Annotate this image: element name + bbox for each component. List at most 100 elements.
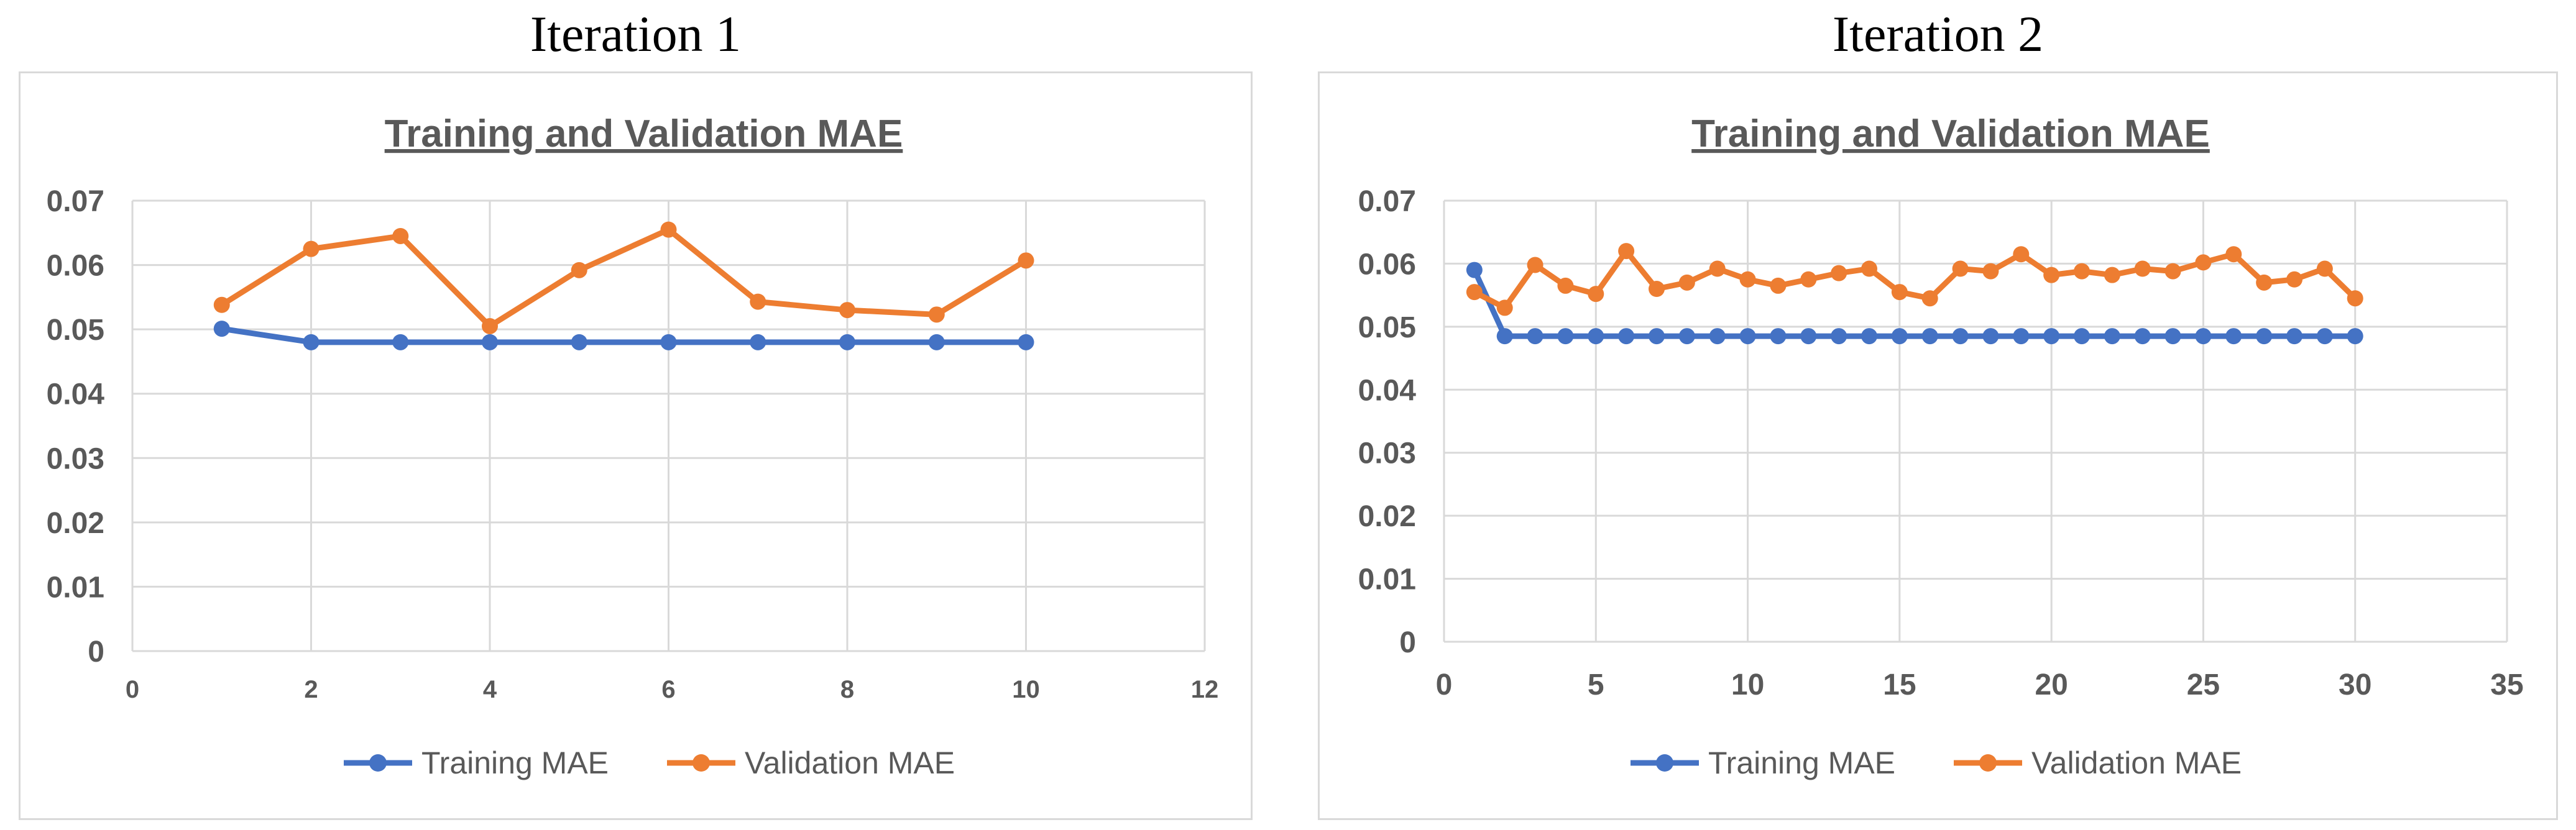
- iteration-2-title: Iteration 2: [1832, 6, 2044, 62]
- validation-mae-point: [2134, 260, 2151, 277]
- training-mae-point: [1770, 328, 1787, 345]
- training-mae-point: [928, 334, 945, 350]
- training-mae-point: [1921, 328, 1938, 345]
- legend-training-marker: [1656, 754, 1673, 772]
- training-mae-point: [482, 334, 498, 350]
- training-mae-point: [1800, 328, 1817, 345]
- y-tick-label: 0.07: [47, 185, 104, 218]
- x-tick-label: 6: [661, 676, 675, 703]
- legend-training-marker: [369, 754, 387, 772]
- training-mae-point: [1466, 262, 1483, 278]
- training-mae-point: [1527, 328, 1543, 345]
- x-tick-label: 30: [2339, 668, 2371, 701]
- training-mae-point: [2043, 328, 2060, 345]
- x-tick-label: 25: [2187, 668, 2220, 701]
- training-mae-point: [660, 334, 677, 350]
- validation-mae-point: [2164, 263, 2181, 280]
- validation-mae-point: [2074, 263, 2090, 280]
- validation-mae-line: [220, 227, 1028, 329]
- training-mae-point: [2195, 328, 2212, 345]
- training-mae-point: [213, 321, 230, 337]
- validation-mae-point: [1709, 260, 1726, 277]
- y-tick-label: 0.03: [47, 442, 104, 475]
- training-mae-point: [1496, 328, 1513, 345]
- y-tick-label: 0.04: [47, 378, 105, 411]
- validation-mae-point: [750, 293, 766, 310]
- validation-mae-point: [1891, 284, 1908, 301]
- validation-mae-point: [839, 302, 855, 319]
- validation-mae-point: [2256, 274, 2273, 291]
- legend-validation-label: Validation MAE: [745, 746, 955, 780]
- chart-panel-iteration-1: Training and Validation MAE 0 0.01 0.02 0.03…: [19, 71, 1253, 820]
- validation-mae-point: [2195, 254, 2212, 271]
- validation-mae-point: [1618, 243, 1635, 260]
- training-mae-point: [1831, 328, 1847, 345]
- training-mae-point: [2286, 328, 2302, 345]
- y-tick-label: 0.01: [47, 571, 104, 604]
- validation-mae-point: [1770, 277, 1787, 294]
- validation-mae-point: [1678, 274, 1695, 291]
- training-mae-line: [221, 326, 1026, 345]
- validation-mae-point: [1649, 281, 1665, 297]
- y-tick-label: 0.02: [47, 507, 104, 540]
- chart-iteration-1: Training and Validation MAE 0 0.01 0.02 0.03…: [47, 112, 1219, 780]
- training-mae-point: [2104, 328, 2120, 345]
- legend-training-label: Training MAE: [1708, 746, 1895, 780]
- training-mae-point: [1709, 328, 1726, 345]
- validation-mae-point: [1018, 252, 1034, 269]
- validation-mae-point: [1952, 260, 1969, 277]
- x-tick-label: 2: [304, 676, 318, 703]
- training-mae-point: [2316, 328, 2333, 345]
- y-tick-label: 0: [88, 636, 104, 668]
- chart-title: Training and Validation MAE: [385, 112, 903, 155]
- validation-mae-point: [2043, 267, 2060, 283]
- x-tick-label: 4: [483, 676, 497, 703]
- training-mae-point: [1649, 328, 1665, 345]
- training-mae-point: [750, 334, 766, 350]
- x-tick-label: 15: [1883, 668, 1916, 701]
- x-tick-label: 10: [1012, 676, 1040, 703]
- training-mae-point: [2074, 328, 2090, 345]
- iteration-1-title: Iteration 1: [530, 6, 742, 62]
- y-tick-label: 0.01: [1358, 563, 1416, 596]
- validation-mae-point: [1800, 271, 1817, 288]
- validation-mae-point: [1982, 263, 1999, 280]
- x-tick-label: 0: [126, 676, 139, 703]
- validation-mae-point: [1861, 260, 1877, 277]
- validation-mae-point: [928, 306, 945, 323]
- validation-mae-point: [482, 317, 498, 334]
- validation-mae-point: [1921, 290, 1938, 307]
- validation-mae-point: [1739, 271, 1756, 288]
- y-tick-label: 0.06: [47, 250, 104, 283]
- validation-mae-point: [2104, 267, 2120, 283]
- validation-mae-point: [2013, 246, 2030, 263]
- chart-title: Training and Validation MAE: [1691, 112, 2210, 155]
- validation-mae-point: [1557, 277, 1574, 294]
- training-mae-point: [839, 334, 855, 350]
- training-mae-point: [303, 334, 320, 350]
- training-mae-point: [1891, 328, 1908, 345]
- training-mae-point: [2347, 328, 2363, 345]
- legend-validation-marker: [1979, 754, 1997, 772]
- validation-mae-point: [1466, 284, 1483, 301]
- chart-iteration-2: Training and Validation MAE 0 0.01 0.02 0.03…: [1358, 112, 2524, 780]
- training-mae-point: [392, 334, 409, 350]
- validation-mae-point: [2347, 290, 2363, 307]
- x-tick-label: 12: [1191, 676, 1219, 703]
- legend-validation-marker: [692, 754, 710, 772]
- validation-mae-point: [2225, 246, 2242, 263]
- y-tick-label: 0.04: [1358, 374, 1417, 407]
- training-mae-point: [1678, 328, 1695, 345]
- training-mae-point: [571, 334, 587, 350]
- validation-mae-point: [1831, 265, 1847, 281]
- training-mae-point: [1588, 328, 1604, 345]
- training-mae-point: [1618, 328, 1635, 345]
- x-tick-label: 8: [840, 676, 854, 703]
- training-mae-point: [2013, 328, 2030, 345]
- x-tick-label: 5: [1588, 668, 1604, 701]
- training-mae-point: [2134, 328, 2151, 345]
- training-mae-point: [1557, 328, 1574, 345]
- training-mae-point: [1952, 328, 1969, 345]
- training-mae-point: [2256, 328, 2273, 345]
- validation-mae-point: [392, 227, 409, 244]
